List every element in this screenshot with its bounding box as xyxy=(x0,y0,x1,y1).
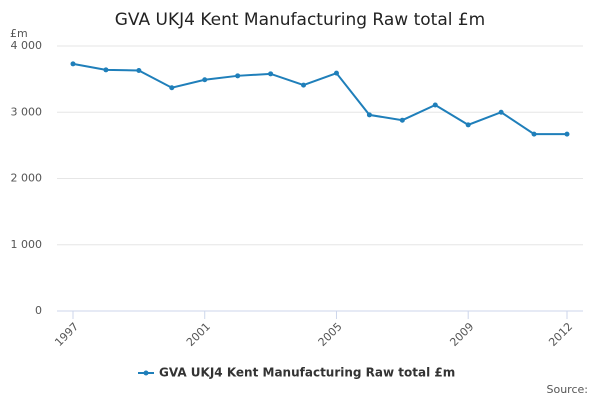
x-tick-label: 2005 xyxy=(316,320,345,349)
data-point xyxy=(235,73,241,79)
data-point xyxy=(70,61,76,67)
y-tick-label: 2 000 xyxy=(11,172,43,185)
data-point xyxy=(136,68,142,74)
data-point xyxy=(333,70,339,76)
series-line xyxy=(72,62,567,136)
y-tick-label: 4 000 xyxy=(11,39,43,52)
data-point xyxy=(399,117,405,123)
y-axis-label: £m xyxy=(10,27,28,40)
data-point xyxy=(268,71,274,77)
data-point xyxy=(531,131,537,137)
x-tick-label: 2001 xyxy=(184,320,213,349)
chart-title: GVA UKJ4 Kent Manufacturing Raw total £m xyxy=(115,10,486,30)
data-point xyxy=(366,112,372,118)
y-tick-label: 1 000 xyxy=(11,238,43,251)
x-tick-label: 2009 xyxy=(447,320,476,349)
data-point xyxy=(432,102,438,108)
y-tick-label: 3 000 xyxy=(11,105,43,118)
y-tick-label: 0 xyxy=(35,304,42,317)
source: Source: xyxy=(547,383,589,396)
data-point xyxy=(169,85,175,91)
data-point xyxy=(564,131,570,137)
data-point xyxy=(301,82,307,88)
data-point xyxy=(465,122,471,128)
data-point xyxy=(498,109,504,115)
data-point xyxy=(202,77,208,83)
x-tick-label: 1997 xyxy=(52,320,81,349)
x-tick-label: 2012 xyxy=(546,320,575,349)
legend-label: GVA UKJ4 Kent Manufacturing Raw total £m xyxy=(159,366,455,380)
data-point xyxy=(103,67,109,73)
legend-marker xyxy=(143,370,149,376)
